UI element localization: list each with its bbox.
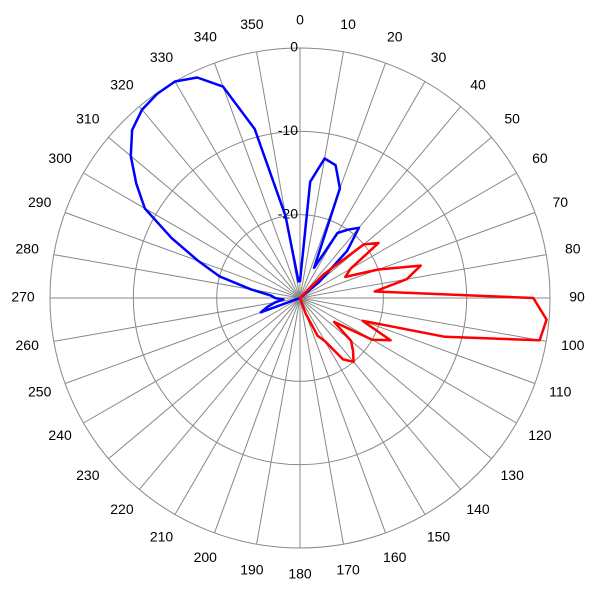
- spoke: [299, 136, 492, 299]
- r-tick-label: -20: [278, 205, 298, 221]
- series-line: [298, 241, 548, 364]
- spoke: [214, 297, 301, 534]
- spoke: [299, 297, 344, 545]
- spoke: [64, 212, 301, 299]
- spoke: [299, 51, 344, 299]
- spoke: [299, 297, 547, 342]
- spoke: [83, 297, 301, 424]
- angle-label: 30: [431, 49, 447, 65]
- spoke: [138, 297, 301, 490]
- spoke: [256, 297, 301, 545]
- angle-label: 180: [288, 566, 312, 582]
- angle-label: 40: [470, 77, 486, 93]
- spoke: [138, 106, 301, 299]
- spoke: [214, 62, 301, 299]
- r-tick-label: -10: [278, 122, 298, 138]
- angle-label: 60: [532, 150, 548, 166]
- angle-label: 320: [110, 77, 134, 93]
- angle-label: 330: [150, 49, 174, 65]
- spoke: [299, 297, 517, 424]
- angle-label: 100: [561, 337, 585, 353]
- spoke: [299, 297, 426, 515]
- spoke: [299, 297, 492, 460]
- angle-label: 130: [501, 467, 525, 483]
- angle-label: 260: [16, 337, 40, 353]
- angle-label: 110: [549, 383, 572, 399]
- angle-label: 310: [76, 111, 100, 127]
- angle-label: 170: [336, 561, 360, 577]
- angle-label: 190: [240, 561, 264, 577]
- angle-label: 120: [528, 427, 552, 443]
- angle-label: 290: [28, 194, 52, 210]
- r-tick-label: 0: [290, 39, 298, 55]
- spoke: [299, 62, 386, 299]
- spoke: [299, 81, 426, 299]
- spoke: [299, 254, 547, 299]
- angle-label: 280: [16, 241, 40, 257]
- angle-label: 20: [387, 28, 403, 44]
- angle-label: 300: [48, 150, 72, 166]
- angle-label: 10: [340, 16, 356, 32]
- angle-label: 200: [194, 549, 218, 565]
- angle-label: 270: [11, 289, 35, 305]
- spoke: [108, 136, 301, 299]
- spoke: [299, 297, 462, 490]
- angle-label: 210: [150, 529, 174, 545]
- angle-label: 250: [28, 383, 52, 399]
- spoke: [174, 297, 301, 515]
- spoke: [108, 297, 301, 460]
- angle-label: 80: [565, 241, 581, 257]
- spoke: [53, 297, 301, 342]
- angle-label: 90: [569, 289, 585, 305]
- angle-label: 220: [110, 501, 134, 517]
- angle-label: 350: [240, 16, 264, 32]
- angle-label: 340: [194, 28, 218, 44]
- spoke: [299, 297, 386, 534]
- spoke: [174, 81, 301, 299]
- spoke: [83, 172, 301, 299]
- angle-label: 0: [296, 12, 304, 28]
- spoke: [299, 212, 536, 299]
- spoke: [299, 172, 517, 299]
- angle-label: 50: [504, 111, 520, 127]
- series-line: [129, 76, 361, 314]
- angle-label: 230: [76, 467, 100, 483]
- angle-label: 160: [383, 549, 407, 565]
- angle-label: 240: [48, 427, 72, 443]
- spoke: [299, 297, 536, 384]
- angle-label: 140: [466, 501, 490, 517]
- spoke: [299, 106, 462, 299]
- angle-label: 150: [427, 529, 451, 545]
- angle-label: 70: [553, 194, 569, 210]
